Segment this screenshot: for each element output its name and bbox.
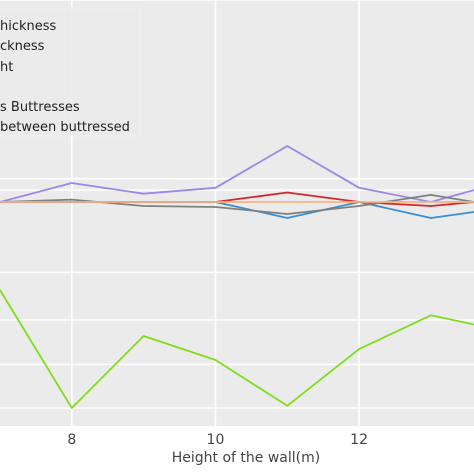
x-tick-label: 12 [350,432,368,448]
x-tick-label: 8 [67,432,76,448]
series-line-1 [0,145,474,203]
legend-entry-label: s Buttresses [0,100,80,115]
series-line-4 [0,193,474,215]
legend-entry-label: hickness [0,19,57,34]
legend-box [0,7,141,137]
legend: hickness ckness ht s Buttresses between butt… [0,7,141,137]
legend-entry-label: ckness [0,39,45,54]
legend-entry-label: between buttressed [0,120,130,135]
x-axis-ticks: 8 10 12 [67,432,368,448]
x-tick-label: 10 [207,432,225,448]
series-lines [0,145,474,409]
series-line-6 [0,289,474,409]
x-axis-label: Height of the wall(m) [172,450,320,466]
legend-entry-label: ht [0,60,13,75]
